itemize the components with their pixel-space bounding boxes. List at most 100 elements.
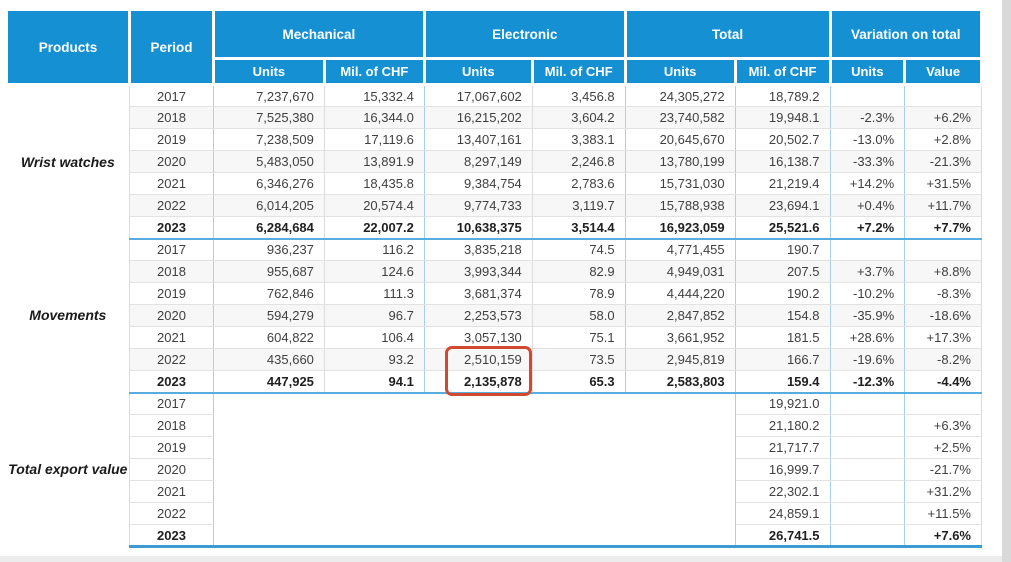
data-cell: 9,384,754 xyxy=(424,172,533,195)
table-body: Wrist watches 2017 7,237,670 15,332.4 17,067… xyxy=(6,84,982,548)
table-row: 2020 5,483,050 13,891.9 8,297,149 2,246.8 13,… xyxy=(7,150,982,173)
data-cell xyxy=(830,414,906,437)
table-row: 2021 22,302.1 +31.2% xyxy=(7,480,982,503)
data-cell: 604,822 xyxy=(213,326,325,349)
data-cell xyxy=(830,392,906,415)
data-cell: +7.6% xyxy=(904,524,982,548)
data-cell: -8.2% xyxy=(904,348,982,371)
data-cell: 26,741.5 xyxy=(735,524,831,548)
period-cell: 2017 xyxy=(129,238,214,261)
data-cell xyxy=(625,414,736,437)
table-row: 2018 21,180.2 +6.3% xyxy=(7,414,982,437)
data-cell: +31.5% xyxy=(904,172,982,195)
data-cell: -8.3% xyxy=(904,282,982,305)
data-cell: 15,332.4 xyxy=(324,84,425,107)
period-cell: 2018 xyxy=(129,106,214,129)
table-row: 2018 955,687 124.6 3,993,344 82.9 4,949,031 20… xyxy=(7,260,982,283)
data-cell: 23,740,582 xyxy=(625,106,736,129)
data-cell: 154.8 xyxy=(735,304,831,327)
data-cell: 96.7 xyxy=(324,304,425,327)
subheader-total-units: Units xyxy=(623,57,737,86)
table-row: 2020 16,999.7 -21.7% xyxy=(7,458,982,481)
data-cell: 20,574.4 xyxy=(324,194,425,217)
table-row: 2018 7,525,380 16,344.0 16,215,202 3,604.2 23… xyxy=(7,106,982,129)
data-cell: 65.3 xyxy=(532,370,626,394)
data-cell: 3,604.2 xyxy=(532,106,626,129)
data-cell xyxy=(324,458,425,481)
data-cell: 74.5 xyxy=(532,238,626,261)
data-cell: 3,993,344 xyxy=(424,260,533,283)
period-cell: 2019 xyxy=(129,436,214,459)
data-cell: 159.4 xyxy=(735,370,831,394)
period-cell: 2020 xyxy=(129,458,214,481)
data-cell: 3,835,218 xyxy=(424,238,533,261)
subheader-electronic-units: Units xyxy=(422,57,534,86)
data-cell: 4,949,031 xyxy=(625,260,736,283)
data-cell xyxy=(830,84,906,107)
data-cell: 21,717.7 xyxy=(735,436,831,459)
data-cell xyxy=(532,524,626,548)
data-cell: 15,731,030 xyxy=(625,172,736,195)
data-cell: 2,847,852 xyxy=(625,304,736,327)
data-cell: +7.2% xyxy=(830,216,906,240)
data-cell: 16,923,059 xyxy=(625,216,736,240)
data-cell: 24,859.1 xyxy=(735,502,831,525)
data-cell: 16,344.0 xyxy=(324,106,425,129)
data-cell: 16,215,202 xyxy=(424,106,533,129)
data-cell xyxy=(424,524,533,548)
subheader-electronic-chf: Mil. of CHF xyxy=(530,57,627,86)
data-cell xyxy=(830,502,906,525)
table-row: 2019 21,717.7 +2.5% xyxy=(7,436,982,459)
data-cell: +11.7% xyxy=(904,194,982,217)
data-cell xyxy=(324,436,425,459)
period-cell: 2017 xyxy=(129,84,214,107)
data-cell: +11.5% xyxy=(904,502,982,525)
data-cell xyxy=(532,480,626,503)
data-cell xyxy=(213,436,325,459)
data-cell: 116.2 xyxy=(324,238,425,261)
data-cell: 190.2 xyxy=(735,282,831,305)
data-cell xyxy=(424,458,533,481)
data-cell: 3,383.1 xyxy=(532,128,626,151)
data-cell: -19.6% xyxy=(830,348,906,371)
data-cell: 13,891.9 xyxy=(324,150,425,173)
table-row: 2022 24,859.1 +11.5% xyxy=(7,502,982,525)
table-row: 2020 594,279 96.7 2,253,573 58.0 2,847,852 154… xyxy=(7,304,982,327)
data-cell: 111.3 xyxy=(324,282,425,305)
data-cell: 2,246.8 xyxy=(532,150,626,173)
watch-export-table: Products Period Mechanical Electronic To… xyxy=(4,8,983,548)
data-cell: 3,514.4 xyxy=(532,216,626,240)
data-cell: 93.2 xyxy=(324,348,425,371)
data-cell xyxy=(424,414,533,437)
window-right-edge xyxy=(1002,0,1011,562)
data-cell xyxy=(625,524,736,548)
data-cell: 6,284,684 xyxy=(213,216,325,240)
data-cell xyxy=(424,502,533,525)
data-cell xyxy=(830,458,906,481)
data-cell: 20,645,670 xyxy=(625,128,736,151)
data-cell xyxy=(904,84,982,107)
data-cell: 7,237,670 xyxy=(213,84,325,107)
data-cell xyxy=(424,436,533,459)
data-cell xyxy=(625,458,736,481)
col-group-total: Total xyxy=(623,8,832,60)
table-row: 2019 7,238,509 17,119.6 13,407,161 3,383.1 20… xyxy=(7,128,982,151)
data-cell: +31.2% xyxy=(904,480,982,503)
data-cell: 955,687 xyxy=(213,260,325,283)
data-cell: 18,435.8 xyxy=(324,172,425,195)
data-cell: 5,483,050 xyxy=(213,150,325,173)
data-cell: 22,007.2 xyxy=(324,216,425,240)
data-cell: 2,510,159 xyxy=(424,348,533,371)
data-cell xyxy=(830,238,906,261)
data-cell: 10,638,375 xyxy=(424,216,533,240)
data-cell: 8,297,149 xyxy=(424,150,533,173)
data-cell xyxy=(213,458,325,481)
data-cell: 3,119.7 xyxy=(532,194,626,217)
data-cell xyxy=(625,436,736,459)
period-cell: 2019 xyxy=(129,128,214,151)
period-cell: 2018 xyxy=(129,414,214,437)
highlight-annotation-box xyxy=(445,346,532,396)
data-cell: 94.1 xyxy=(324,370,425,394)
data-cell: -13.0% xyxy=(830,128,906,151)
